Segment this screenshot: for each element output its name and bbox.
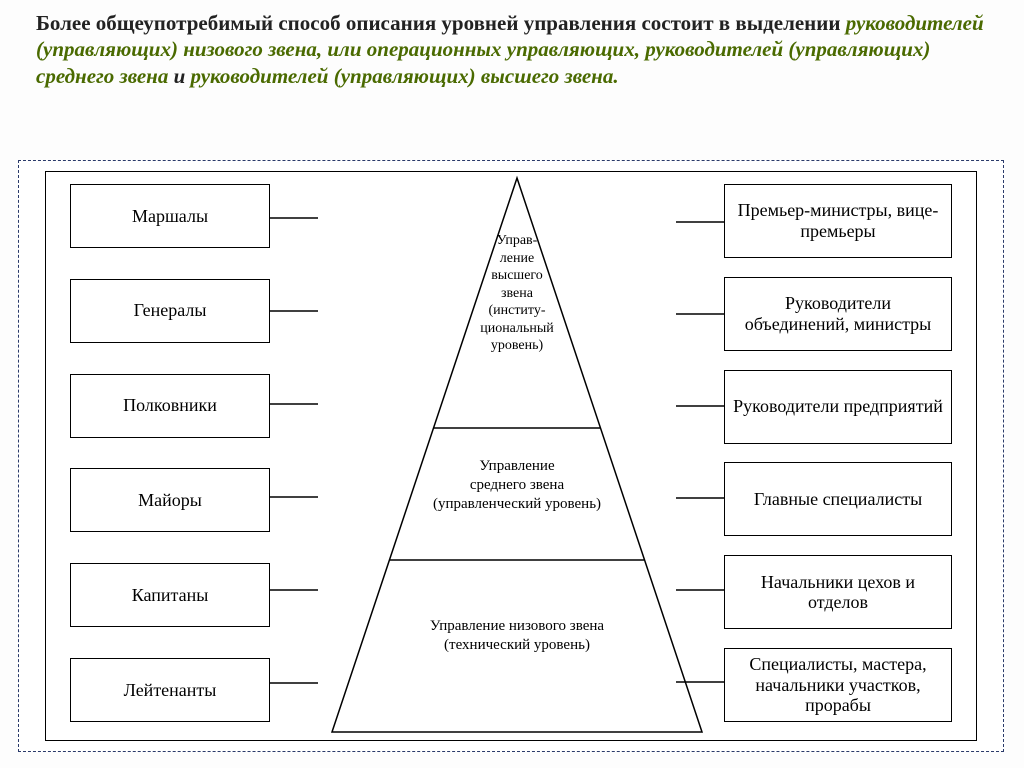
header-intro: Более общеупотребимый способ описания ур… <box>36 11 840 35</box>
left-connectors <box>270 184 318 722</box>
diagram-frame: Маршалы Генералы Полковники Майоры Капит… <box>18 160 1004 752</box>
header-sep: и <box>168 64 190 88</box>
right-box-4: Начальники цехов и отделов <box>724 555 952 629</box>
left-box-1: Генералы <box>70 279 270 343</box>
header-text: Более общеупотребимый способ описания ур… <box>0 0 1024 95</box>
diagram-inner: Маршалы Генералы Полковники Майоры Капит… <box>45 171 977 741</box>
left-box-0: Маршалы <box>70 184 270 248</box>
right-column: Премьер-министры, вице-премьеры Руководи… <box>724 184 952 722</box>
left-box-3: Майоры <box>70 468 270 532</box>
right-box-2: Руководители предприятий <box>724 370 952 444</box>
pyramid-svg <box>326 172 708 740</box>
left-box-4: Капитаны <box>70 563 270 627</box>
right-box-5: Специалисты, мастера, начальники участко… <box>724 648 952 722</box>
left-box-2: Полковники <box>70 374 270 438</box>
right-box-3: Главные специалисты <box>724 462 952 536</box>
right-box-1: Руководители объединений, министры <box>724 277 952 351</box>
left-column: Маршалы Генералы Полковники Майоры Капит… <box>70 184 270 722</box>
pyramid: Управ- ление высшего звена (институ- цио… <box>326 172 708 740</box>
right-box-0: Премьер-министры, вице-премьеры <box>724 184 952 258</box>
left-box-5: Лейтенанты <box>70 658 270 722</box>
header-em2: руководителей (управляющих) высшего звен… <box>191 64 619 88</box>
